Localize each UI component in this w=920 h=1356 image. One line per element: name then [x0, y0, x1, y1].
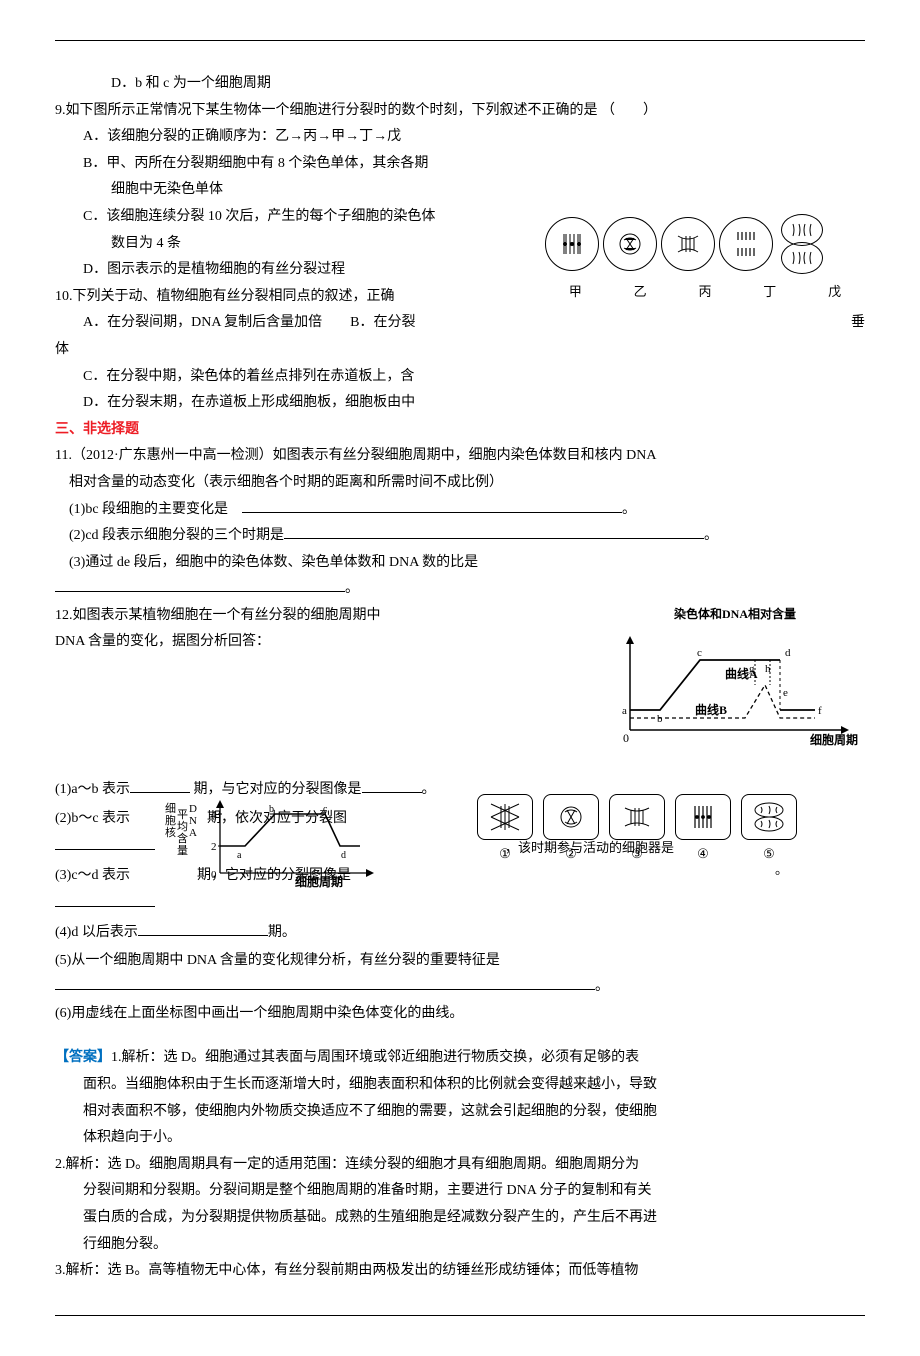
ans2-l3: 蛋白质的合成，为分裂期提供物质基础。成熟的生殖细胞是经减数分裂产生的，产生后不再… — [55, 1205, 865, 1232]
q12-p4: (4)d 以后表示期。 — [55, 919, 865, 948]
answers-line3: 3.解析：选 B。高等植物无中心体，有丝分裂前期由两极发出的纺锤丝形成纺锤体；而… — [55, 1258, 865, 1285]
curveB-label: 曲线B — [695, 702, 727, 717]
q12-graph-top: 染色体和DNA相对含量 a b c d e f g h 曲线A — [605, 603, 865, 743]
q9-stem: 9.如下图所示正常情况下某生物体一个细胞进行分裂时的数个时刻，下列叙述不正确的是… — [55, 98, 865, 125]
svg-text:e: e — [783, 687, 788, 699]
q12-p3-blank — [55, 890, 865, 919]
q12-p5: (5)从一个细胞周期中 DNA 含量的变化规律分析，有丝分裂的重要特征是 — [55, 948, 865, 975]
svg-text:b: b — [657, 713, 663, 725]
cell-wu — [777, 214, 825, 274]
q12-p2: (2)b～c 表示 期，依次对应于分裂图 — [55, 805, 865, 834]
q12-p2-blank — [55, 833, 865, 862]
svg-text:a: a — [622, 705, 627, 717]
q11-p1: (1)bc 段细胞的主要变化是 。 — [55, 497, 865, 524]
cell-bing — [661, 217, 715, 271]
answers-label: 【答案】 — [55, 1050, 111, 1065]
q12-header-block: 染色体和DNA相对含量 a b c d e f g h 曲线A — [55, 603, 865, 776]
q12-p1: (1)a～b 表示 期，与它对应的分裂图像是。 — [55, 776, 865, 805]
cell-jia — [545, 217, 599, 271]
ans1-l4: 体积趋向于小。 — [55, 1125, 865, 1152]
svg-text:d: d — [785, 647, 791, 659]
svg-text:0: 0 — [623, 731, 629, 745]
svg-text:c: c — [697, 647, 702, 659]
curveA-label: 曲线A — [725, 666, 758, 681]
q12-p3: (3)c～d 表示 期，它对应的分裂图像是 — [55, 862, 865, 891]
q12-questions-wrap: (1)a～b 表示 期，与它对应的分裂图像是。 (2)b～c 表示 期，依次对应… — [55, 776, 865, 948]
cell-diagrams-block: 甲 乙 丙 丁 戊 — [545, 214, 865, 305]
cell-labels-row: 甲 乙 丙 丁 戊 — [545, 280, 865, 305]
cell-ding — [719, 217, 773, 271]
q11-p3-blank: 。 — [55, 576, 865, 603]
q11-p2: (2)cd 段表示细胞分裂的三个时期是。 — [55, 523, 865, 550]
cell-yi — [603, 217, 657, 271]
q10-option-d: D．在分裂末期，在赤道板上形成细胞板，细胞板由中 — [55, 390, 865, 417]
label-jia: 甲 — [549, 280, 601, 305]
label-yi: 乙 — [614, 280, 666, 305]
section3-heading: 三、非选择题 — [55, 417, 865, 444]
q8-option-d: D．b 和 c 为一个细胞周期 — [55, 71, 865, 98]
label-wu: 戊 — [809, 280, 861, 305]
ans2-l4: 行细胞分裂。 — [55, 1232, 865, 1259]
svg-text:h: h — [765, 663, 771, 675]
q10-option-ab: A．在分裂间期，DNA 复制后含量加倍 B．在分裂 垂 — [55, 310, 865, 337]
overlay-p3c: ，该时期参与活动的细胞器是 — [505, 836, 674, 861]
cell-diagrams-row — [545, 214, 865, 274]
q12-p6: (6)用虚线在上面坐标图中画出一个细胞周期中染色体变化的曲线。 — [55, 1001, 865, 1028]
ans1-l3: 相对表面积不够，使细胞内外物质交换适应不了细胞的需要，这就会引起细胞的分裂，使细… — [55, 1099, 865, 1126]
answers-line1: 【答案】1.解析：选 D。细胞通过其表面与周围环境或邻近细胞进行物质交换，必须有… — [55, 1045, 865, 1072]
graph1-title: 染色体和DNA相对含量 — [605, 603, 865, 626]
svg-text:f: f — [818, 705, 822, 717]
label-ding: 丁 — [744, 280, 796, 305]
q9-option-b2: 细胞中无染色单体 — [55, 177, 865, 204]
q10-option-c: C．在分裂中期，染色体的着丝点排列在赤道板上，含 — [55, 364, 865, 391]
q11-stem2: 相对含量的动态变化（表示细胞各个时期的距离和所需时间不成比例） — [55, 470, 865, 497]
label-bing: 丙 — [679, 280, 731, 305]
overlay-p3d: 。 — [775, 858, 788, 883]
q10-body-char: 体 — [55, 337, 865, 364]
ans2-l2: 分裂间期和分裂期。分裂间期是整个细胞周期的准备时期，主要进行 DNA 分子的复制… — [55, 1178, 865, 1205]
svg-text:细胞周期: 细胞周期 — [810, 732, 858, 747]
q12-p5-blank: 。 — [55, 974, 865, 1001]
q11-stem: 11.（2012·广东惠州一中高一检测）如图表示有丝分裂细胞周期中，细胞内染色体… — [55, 443, 865, 470]
answers-line2: 2.解析：选 D。细胞周期具有一定的适用范围：连续分裂的细胞才具有细胞周期。细胞… — [55, 1152, 865, 1179]
ans1-l2: 面积。当细胞体积由于生长而逐渐增大时，细胞表面积和体积的比例就会变得越来越小，导… — [55, 1072, 865, 1099]
q9-option-b: B．甲、丙所在分裂期细胞中有 8 个染色单体，其余各期 — [55, 151, 865, 178]
q9-option-a: A．该细胞分裂的正确顺序为：乙→丙→甲→丁→戊 — [55, 124, 865, 151]
q11-p3: (3)通过 de 段后，细胞中的染色体数、染色单体数和 DNA 数的比是 — [55, 550, 865, 577]
